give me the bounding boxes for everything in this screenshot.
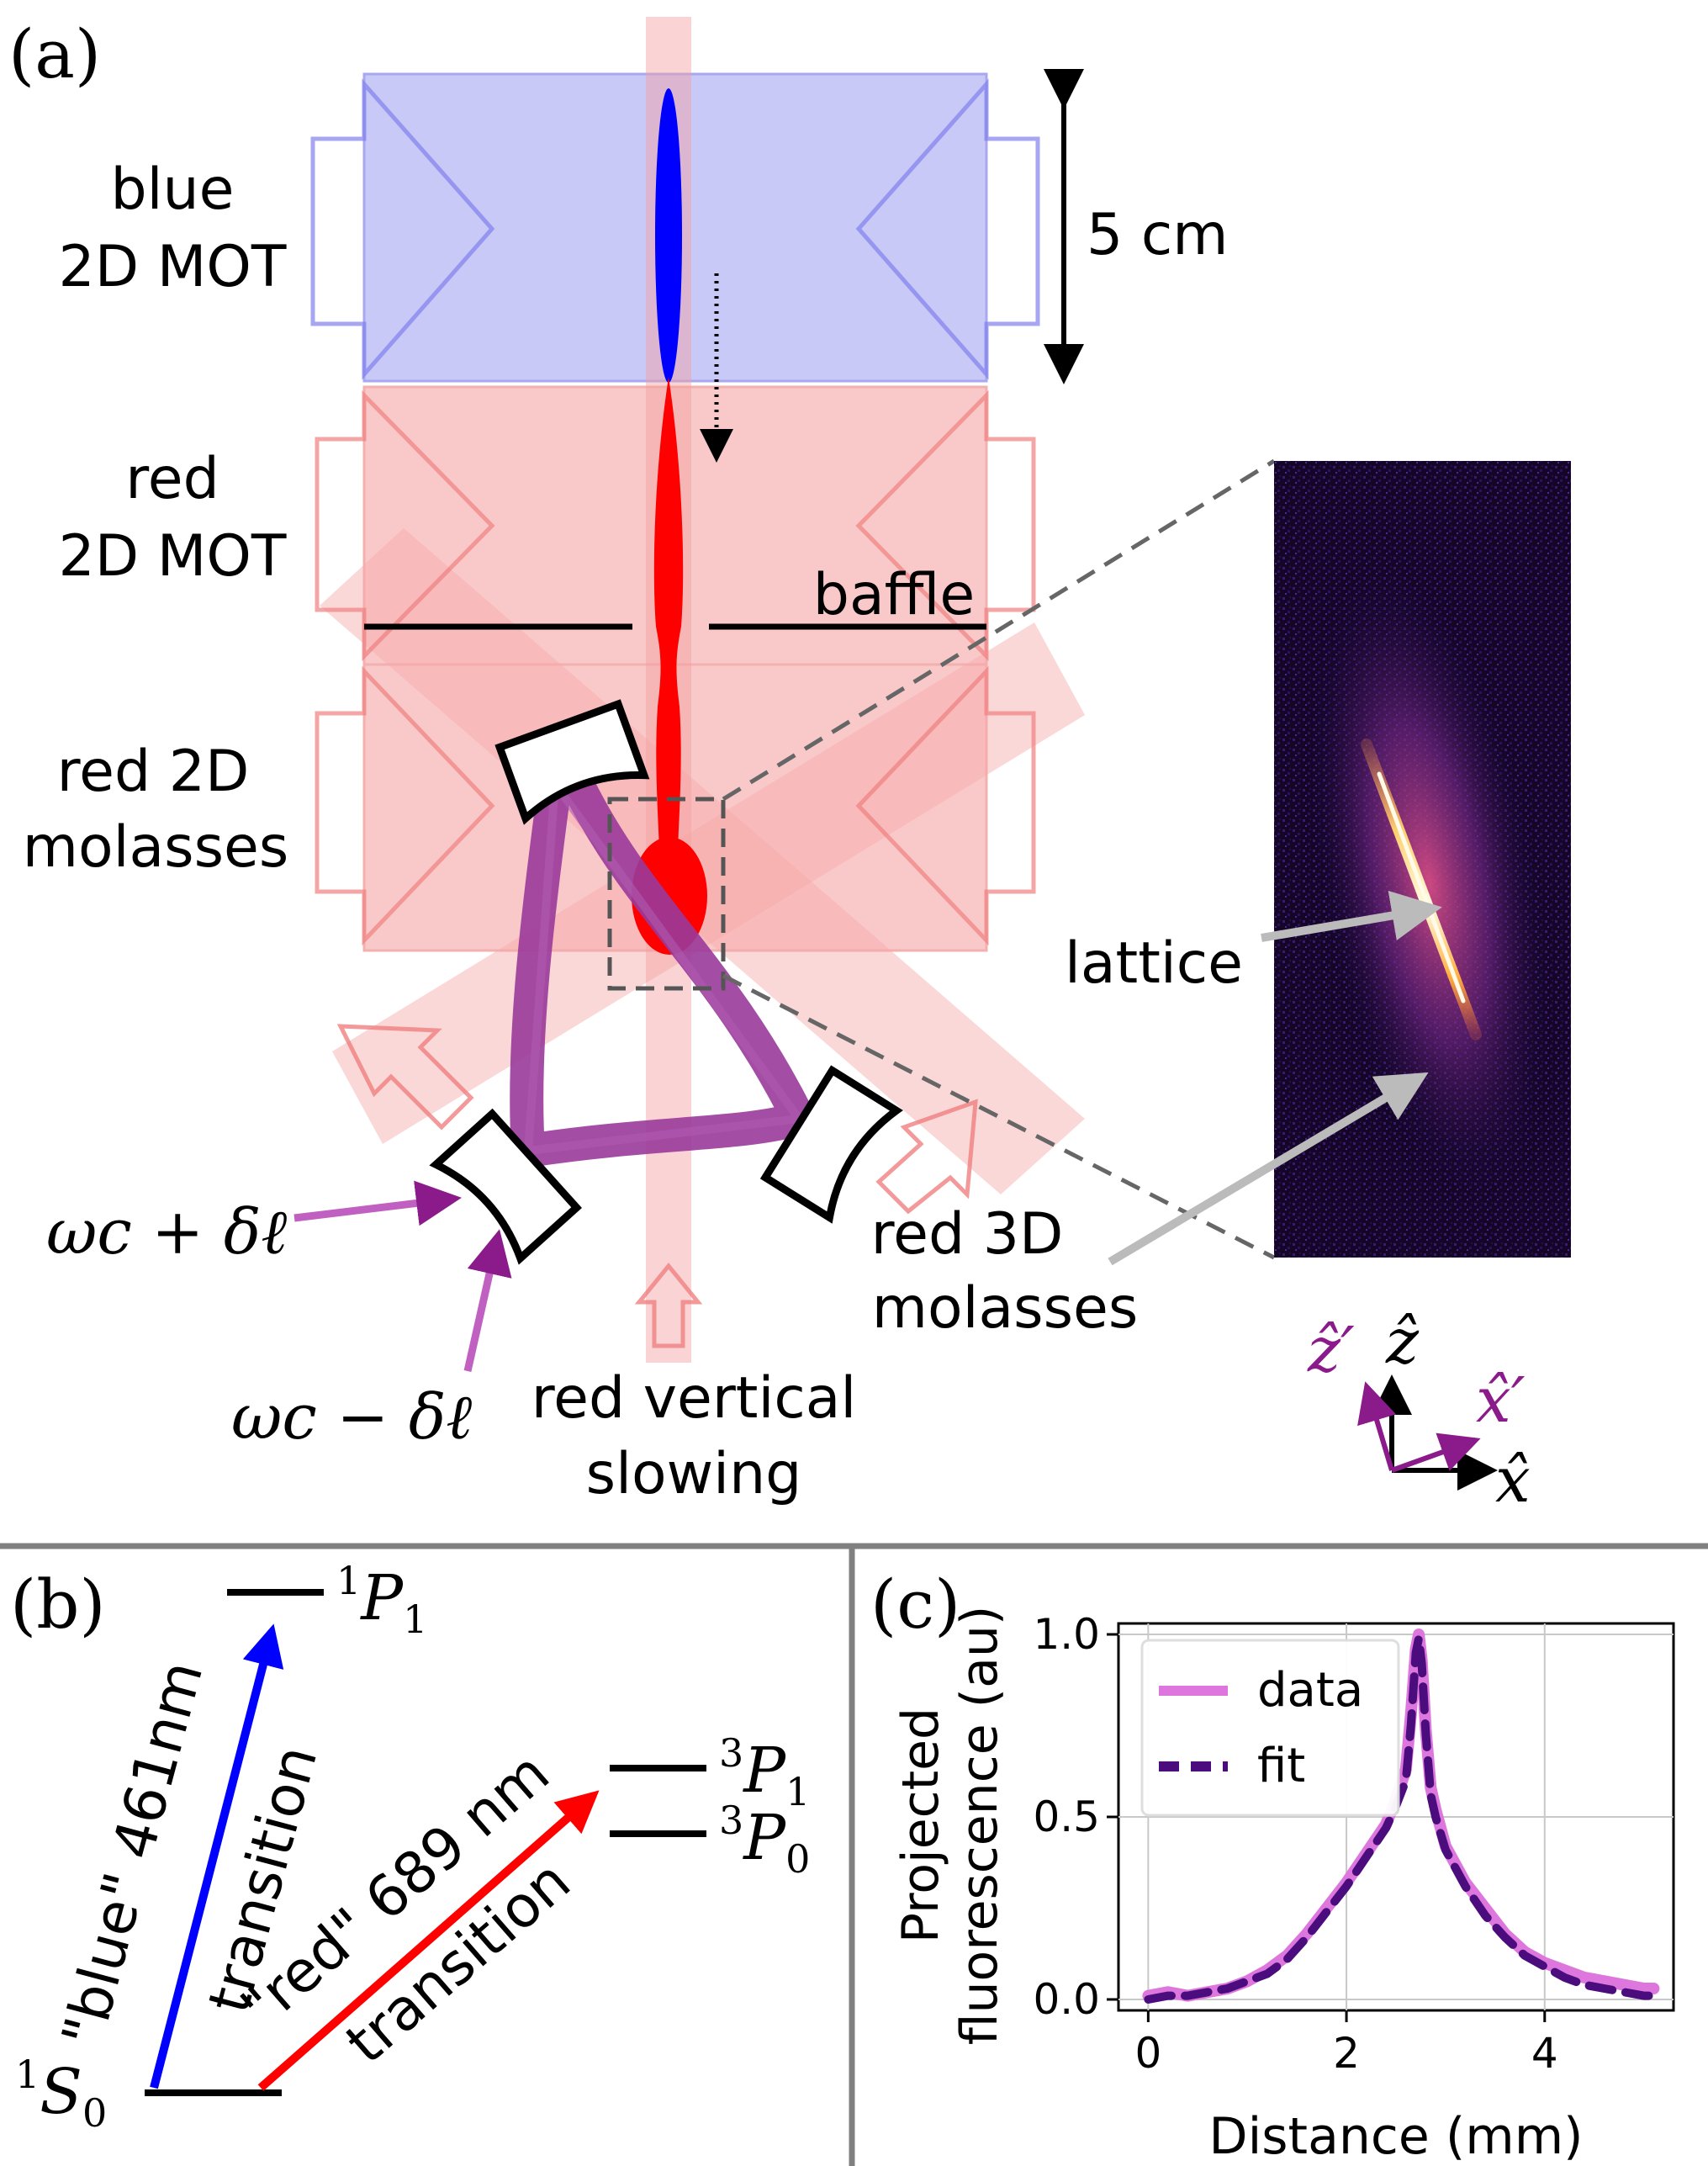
y-axis-label-1: Projected [891,1708,950,1943]
zoom-line-top [722,458,1276,802]
scale-label: 5 cm [1087,202,1229,268]
panel-a: (a) [8,15,1571,1517]
red-atom-beam [653,377,684,850]
blue-mot-label-1: blue [111,156,235,223]
axis-x-prime-label: x̂′ [1476,1364,1526,1437]
red-transition-arrow [257,1790,600,2091]
legend: data fit [1140,1639,1400,1817]
axis-z-prime-label: ẑ′ [1307,1314,1355,1386]
x-tick-label: 0 [1134,2029,1161,2078]
y-axis-label-2: fluorescence (au) [950,1606,1009,2046]
molasses3d-label-1: red 3D [871,1201,1064,1268]
mirror-left [429,1108,582,1265]
baffle-label: baffle [813,562,975,628]
molasses-arrow-left [336,1024,474,1131]
molasses-pointer [1108,1072,1429,1266]
panel-b: (b) 1S0 1P1 3P1 3P0 "blue" 461nm transit… [10,1558,810,2136]
plot-series [1142,1628,1660,2004]
cavity-path-inner [523,772,807,1156]
level-1S0-label: 1S0 [15,2052,107,2136]
molasses-label-2: molasses [23,814,289,881]
zoom-line-bottom [722,973,1276,1260]
input-plus-label: ωc + δℓ [46,1196,287,1268]
zoom-box [607,797,726,991]
mirror-top [494,699,650,825]
red-coils [315,389,1036,946]
blue-mot-label-2: 2D MOT [59,234,287,300]
blue-transition-label-1: "blue" 461nm [50,1655,216,2054]
x-axis-label: Distance (mm) [1208,2107,1583,2166]
y-tick-label: 0.5 [1033,1793,1100,1841]
blue-coils [310,78,1040,380]
red-mot-label-2: 2D MOT [59,523,287,590]
blue-atom-beam [655,88,682,383]
blue-transition-arrow [150,1623,284,2089]
molasses-label-1: red 2D [57,739,250,805]
y-tick-label: 1.0 [1033,1610,1100,1659]
legend-label-data: data [1257,1663,1363,1718]
panel-a-label: (a) [8,15,101,93]
legend-label-fit: fit [1257,1739,1305,1793]
panel-b-label: (b) [10,1565,106,1644]
mirror-right [759,1065,903,1224]
molasses3d-label-2: molasses [872,1275,1139,1342]
level-3P1-label: 3P1 [719,1730,810,1814]
lattice-pointer [1261,890,1442,942]
panel-c: (c) 0 2 4 0.0 0.5 1.0 data fit Distance (mm) … [870,1565,1675,2166]
level-3P0-label: 3P0 [719,1798,810,1882]
input-minus-arrow [463,1229,512,1372]
vertical-slowing-arrow [634,1263,703,1348]
lattice-label: lattice [1065,930,1243,997]
input-plus-arrow [293,1180,462,1226]
vertical-slowing-label-1: red vertical [531,1365,857,1432]
red-mot-label-1: red [125,446,219,512]
axis-z-label: ẑ [1385,1305,1420,1378]
coordinate-axes: ẑ′ ẑ x̂′ x̂ [1307,1305,1531,1517]
y-tick-label: 0.0 [1033,1975,1100,2024]
plot-ticks: 0 2 4 0.0 0.5 1.0 [1033,1610,1557,2078]
panel-c-label: (c) [870,1565,960,1644]
axis-x-label: x̂ [1495,1444,1531,1517]
series-fit [1144,1634,1658,2004]
molasses-arrow-right [875,1099,978,1215]
vertical-slowing-label-2: slowing [586,1441,802,1507]
fluorescence-image [1274,461,1571,1258]
x-tick-label: 2 [1333,2029,1360,2078]
input-minus-label: ωc − δℓ [231,1381,472,1454]
molasses-beam-1 [320,528,1085,1194]
x-tick-label: 4 [1531,2029,1558,2078]
level-1P1-label: 1P1 [336,1558,427,1642]
fluorescence-plot: 0 2 4 0.0 0.5 1.0 data fit Distance (mm) Proj… [891,1606,1675,2166]
